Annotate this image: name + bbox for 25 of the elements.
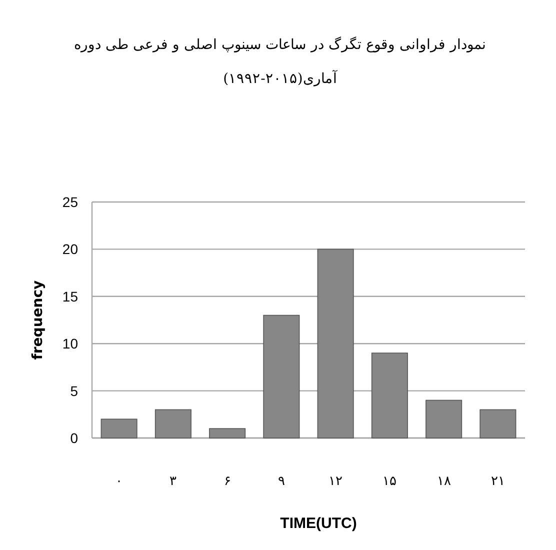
bar [426, 400, 462, 438]
x-tick-label: ۹ [278, 474, 285, 489]
y-tick-label: 10 [62, 336, 78, 352]
bar [100, 418, 138, 438]
x-axis-title: TIME(UTC) [280, 515, 357, 532]
x-tick-label: ۱۵ [382, 474, 397, 489]
bar [480, 409, 516, 438]
y-axis-title: frequency [30, 280, 46, 360]
x-tick-label: ۲۱ [490, 474, 505, 489]
bar [154, 409, 192, 438]
bar [263, 314, 300, 438]
x-tick-label: ۶ [224, 474, 231, 489]
y-tick-label: 15 [62, 288, 78, 304]
title: نمودار فراوانی وقوع تگرگ در ساعات سینوپ اصلی و فرعی طی دوره آماری(۲۰۱۵-۱۹۹۲) [73, 36, 487, 89]
bar [371, 352, 408, 438]
y-tick-label: 0 [70, 430, 78, 446]
bar [317, 248, 354, 438]
x-tick-label: ۰ [116, 474, 123, 489]
x-tick-label: ۱۲ [328, 474, 343, 489]
y-tick-label: 5 [70, 382, 78, 399]
y-tick-label: 25 [62, 194, 78, 210]
y-tick-label: 20 [62, 241, 78, 258]
bar [209, 428, 246, 438]
x-tick-label: ۱۸ [436, 474, 451, 489]
x-tick-label: ۳ [170, 474, 177, 489]
